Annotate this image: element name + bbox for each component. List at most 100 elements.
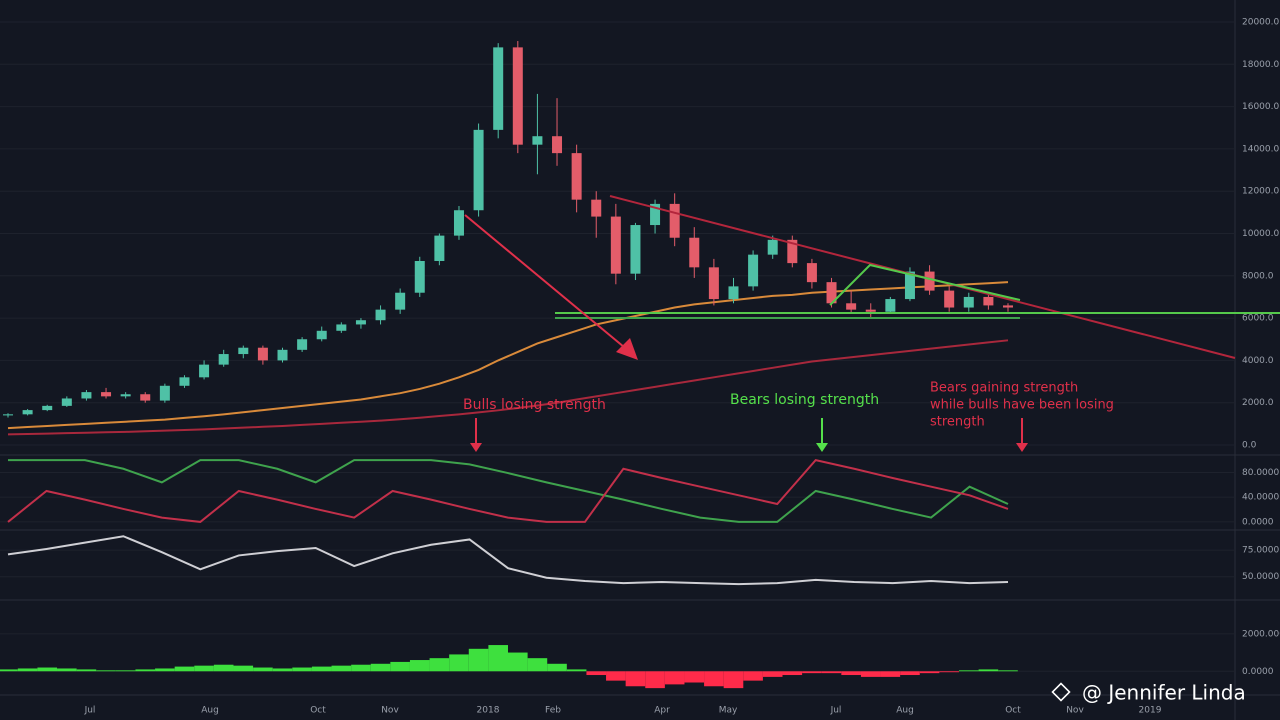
histogram-bar <box>704 671 724 687</box>
candle-body <box>591 199 602 217</box>
histogram-bar <box>449 654 469 672</box>
candle-body <box>493 47 504 130</box>
candle-body <box>120 394 131 397</box>
candle-body <box>748 254 759 287</box>
y-tick-label: 20000.0 <box>1242 18 1279 28</box>
histogram-bar <box>370 663 391 672</box>
candle-body <box>904 271 915 300</box>
histogram-bar <box>508 652 528 672</box>
x-tick-label: Jul <box>84 706 96 716</box>
y-tick-label: 2000.0 <box>1242 398 1274 408</box>
histogram-bar <box>311 666 332 672</box>
indicator-line <box>8 459 1009 523</box>
histogram-bar <box>841 671 861 676</box>
annotation: while bulls have been losing <box>930 398 1114 413</box>
histogram-bar <box>900 671 920 676</box>
histogram-bar <box>155 668 175 672</box>
histogram-bar <box>76 669 97 672</box>
x-tick-label: 2019 <box>1139 706 1162 716</box>
candle-body <box>22 410 33 415</box>
y-tick-label: 80.0000 <box>1242 468 1279 478</box>
candle-body <box>395 292 406 310</box>
histogram-bar <box>723 671 744 689</box>
watermark: @ Jennifer Linda <box>1082 681 1246 705</box>
candle-body <box>983 296 994 306</box>
candle-body <box>336 324 347 331</box>
candle-body <box>316 330 327 340</box>
x-tick-label: Feb <box>545 706 561 716</box>
candle-body <box>963 296 974 308</box>
candle-body <box>414 260 425 293</box>
indicator-line <box>7 458 1009 523</box>
histogram-bar <box>802 671 822 674</box>
candle-body <box>159 385 170 401</box>
histogram-bar <box>743 671 763 681</box>
histogram-bar <box>390 661 410 672</box>
candle-body <box>924 271 935 291</box>
y-tick-label: 16000.0 <box>1242 102 1279 112</box>
histogram-bar <box>998 670 1018 672</box>
histogram-bar <box>978 669 999 672</box>
histogram-bar <box>645 671 665 689</box>
histogram-bar <box>351 664 371 672</box>
y-tick-label: 4000.0 <box>1242 356 1274 366</box>
candle-body <box>630 225 641 274</box>
histogram-bar <box>664 671 685 685</box>
annotation: Bulls losing strength <box>463 397 606 413</box>
x-tick-label: Apr <box>654 706 670 716</box>
candle-body <box>512 47 523 145</box>
histogram-bar <box>17 668 38 672</box>
histogram-bar <box>96 670 116 672</box>
candle-body <box>140 394 151 401</box>
candle-body <box>708 267 719 300</box>
histogram-bar <box>782 671 803 676</box>
histogram-bar <box>566 669 587 672</box>
watermark-icon <box>1051 682 1071 702</box>
histogram-bar <box>919 671 940 674</box>
histogram-bar <box>958 670 979 672</box>
candle-body <box>375 309 386 321</box>
candle-body <box>355 320 366 325</box>
candle-body <box>179 377 190 386</box>
histogram-bar <box>488 645 508 672</box>
histogram-bar <box>860 671 881 677</box>
y-tick-label: 0.0000 <box>1242 667 1274 677</box>
candle-body <box>865 309 876 312</box>
candle-body <box>767 239 778 255</box>
candle-body <box>787 239 798 264</box>
histogram-bar <box>213 664 234 672</box>
histogram-bar <box>135 669 156 672</box>
histogram-bar <box>57 668 77 672</box>
candle-body <box>81 392 92 399</box>
histogram-bar <box>253 667 273 672</box>
candle-body <box>434 235 445 261</box>
x-tick-label: Oct <box>310 706 326 716</box>
histogram-bar <box>429 658 450 672</box>
candle-body <box>199 364 210 378</box>
candle-body <box>944 290 955 308</box>
histogram-bar <box>409 660 430 672</box>
y-tick-label: 0.0 <box>1242 441 1257 451</box>
candle-body <box>689 237 700 268</box>
histogram-bar <box>272 668 293 672</box>
histogram-bar <box>821 671 842 674</box>
candle-body <box>453 210 464 236</box>
x-tick-label: Nov <box>1066 706 1084 716</box>
annotation: strength <box>930 415 985 430</box>
histogram-bar <box>194 665 214 672</box>
x-tick-label: 2018 <box>477 706 500 716</box>
y-tick-label: 14000.0 <box>1242 144 1279 154</box>
y-tick-label: 6000.0 <box>1242 314 1274 324</box>
candle-body <box>532 136 543 145</box>
candle-body <box>610 216 621 274</box>
x-tick-label: Oct <box>1005 706 1021 716</box>
histogram-bar <box>0 669 18 672</box>
histogram-bar <box>292 667 312 672</box>
trend-lines <box>464 195 1280 452</box>
candle-body <box>257 347 268 361</box>
candle-body <box>846 303 857 310</box>
histogram-bar <box>606 671 626 681</box>
y-tick-label: 2000.0000 <box>1242 629 1280 639</box>
histogram-bar <box>762 671 783 677</box>
candle-body <box>277 349 288 361</box>
